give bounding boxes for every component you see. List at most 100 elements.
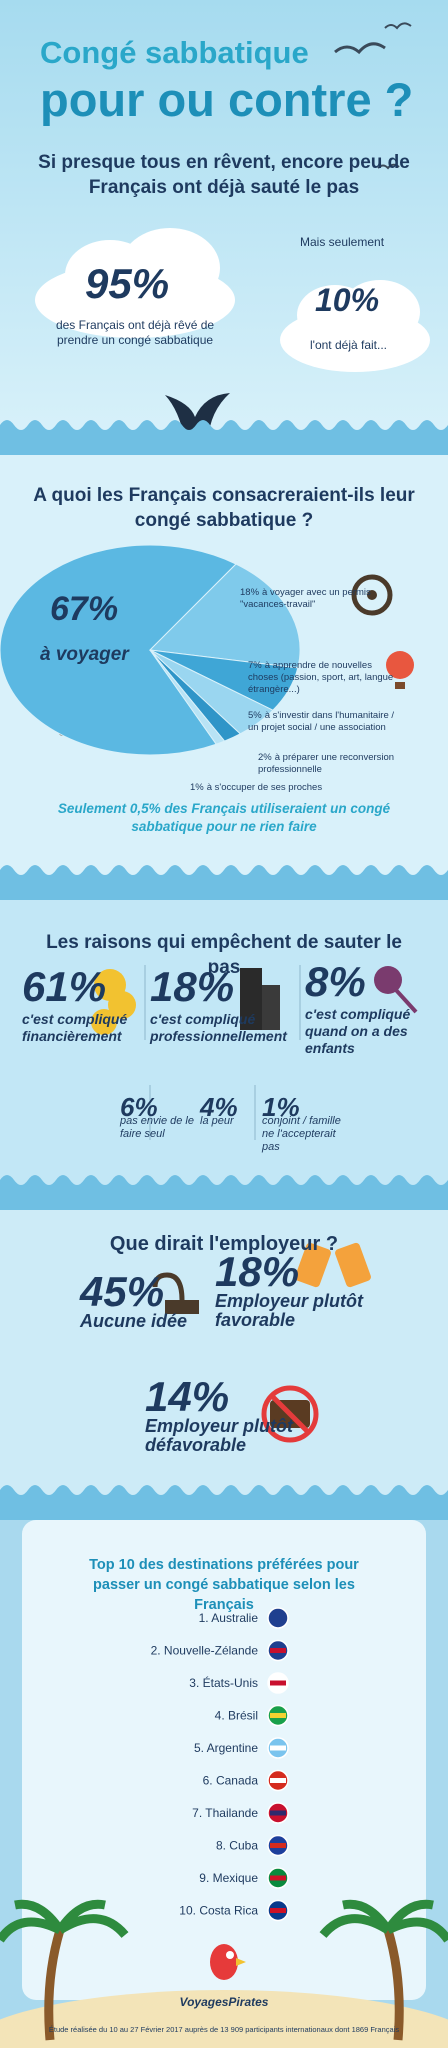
chart-note: Seulement 0,5% des Français utiliseraien… [57, 801, 391, 834]
flag-stripe [270, 1875, 286, 1881]
destination: 10. Costa Rica [179, 1904, 258, 1918]
hook-icon [152, 1272, 199, 1314]
reason-value: 6% [120, 1092, 158, 1122]
slice-category-line: professionnelle [258, 764, 322, 775]
sand [0, 1990, 448, 2048]
building-icon [240, 968, 280, 1030]
destination: 2. Nouvelle-Zélande [151, 1644, 259, 1658]
list-title: Top 10 des destinations préférées pour p… [89, 1557, 359, 1613]
flag-stripe [270, 1615, 286, 1621]
palm-tree [0, 1899, 129, 2041]
flag-stripe [270, 1680, 286, 1686]
pie [0, 544, 301, 756]
flag-stripe [270, 1713, 286, 1718]
wave [0, 1485, 448, 1520]
slice-label: 67% [50, 590, 118, 628]
bird [384, 22, 412, 30]
beer-icon [295, 1242, 371, 1288]
reason-value: 8% [305, 958, 366, 1005]
whale-tail [165, 393, 230, 440]
employer-text: Employeur plutôt défavorable [145, 1416, 293, 1455]
title: pour ou contre ? [40, 73, 414, 126]
slice-category: à apprendre de nouvelles choses (passion,… [248, 660, 393, 695]
slice-category-line: étrangère...) [248, 684, 300, 695]
reason-text: la peur [200, 1115, 234, 1127]
destination: 9. Mexique [199, 1871, 258, 1885]
wave [0, 420, 448, 455]
destination: 6. Canada [203, 1774, 259, 1788]
title: Congé sabbatique [40, 35, 309, 70]
rattle-icon [374, 966, 418, 1014]
palm-tree [319, 1899, 448, 2041]
destination: 3. États-Unis [189, 1675, 258, 1690]
flag-stripe [270, 1810, 286, 1816]
slice-category: à voyager avec un permis "vacances-travai… [240, 587, 371, 610]
wave [0, 865, 448, 900]
reason-text: c'est compliqué quand on a des enfants [305, 1006, 411, 1056]
heading: Les raisons qui empêchent de sauter le p… [46, 932, 402, 978]
slice-category-line: "vacances-travail" [240, 599, 315, 610]
slice-value: 2% [258, 752, 272, 763]
section-bg [0, 880, 448, 1190]
brand: VoyagesPirates [179, 1995, 269, 2009]
pie-slice [149, 649, 226, 745]
heading: Si presque tous en rêvent, encore peu de… [38, 152, 410, 198]
slice-category: à s'occuper de ses proches [207, 782, 323, 793]
source: Étude réalisée du 10 au 27 Février 2017 … [48, 2025, 400, 2034]
slice-category-line: choses (passion, sport, art, langue [248, 672, 393, 683]
pie-slice [148, 563, 301, 669]
panel [22, 1520, 426, 2000]
slice-category-line: à s'investir dans l'humanitaire / [265, 710, 395, 721]
reason-value: 18% [150, 963, 235, 1010]
slice-category-line: à apprendre de nouvelles [265, 660, 372, 671]
destination: 4. Brésil [215, 1709, 258, 1723]
balloon-icon [386, 651, 414, 689]
slice-category-line: à préparer une reconversion [275, 752, 394, 763]
cloud [35, 228, 235, 338]
bird [377, 163, 400, 170]
heading: Que dirait l'employeur ? [109, 1233, 339, 1255]
destination: 5. Argentine [194, 1741, 258, 1755]
reason-value: 61% [22, 963, 107, 1010]
destination: 1. Australie [199, 1611, 259, 1625]
reason-value: 4% [200, 1092, 238, 1122]
wheel-icon [351, 574, 393, 616]
employer-text: Aucune idée [80, 1311, 188, 1331]
slice-category: à voyager [40, 644, 130, 665]
stat-value: 10% [315, 282, 380, 318]
wave [0, 1175, 448, 1210]
flag-stripe [270, 1745, 286, 1751]
slice-value: 5% [248, 710, 262, 721]
stat-value: 95% [85, 260, 170, 307]
slice-category: à préparer une reconversion professionnel… [258, 752, 394, 775]
reason-value: 1% [262, 1092, 300, 1122]
reason-text: c'est compliqué financièrement [22, 1011, 128, 1044]
pie-slice [0, 544, 237, 756]
employer-value: 18% [215, 1248, 300, 1295]
flag-stripe [270, 1648, 286, 1653]
slice-category-line: à voyager avec un permis [262, 587, 371, 598]
reason-text: conjoint / famille ne l'accepterait pas [262, 1115, 341, 1153]
parrot-logo [210, 1944, 246, 1980]
flag-stripe [270, 1843, 286, 1848]
stat-text: des Français ont déjà rêvé de prendre un… [55, 318, 215, 347]
slice-value: 7% [248, 660, 262, 671]
bird [334, 42, 386, 55]
forbidden-icon [261, 1385, 319, 1443]
slice-label-wrap: 2% à préparer une reconversion professionn… [258, 752, 394, 775]
chart-title: A quoi les Français consacreraient-ils l… [33, 485, 415, 531]
slice-label-wrap: 18% à voyager avec un permis "vacances-tra… [240, 587, 371, 610]
employer-text: Employeur plutôt favorable [215, 1291, 363, 1330]
slice-value: 67% [50, 590, 118, 628]
slice-label-wrap: 7% à apprendre de nouvelles choses (passio… [248, 660, 393, 695]
destination: 7. Thailande [192, 1806, 258, 1820]
coins-icon [91, 969, 136, 1035]
flag-stripe [270, 1778, 286, 1783]
slice-value: 1% [190, 782, 204, 793]
cloud [280, 280, 430, 372]
flag-stripe [270, 1908, 286, 1913]
slice-category-line: un projet social / une association [248, 722, 386, 733]
slice-label-wrap: 5% à s'investir dans l'humanitaire / un pr… [248, 710, 394, 733]
